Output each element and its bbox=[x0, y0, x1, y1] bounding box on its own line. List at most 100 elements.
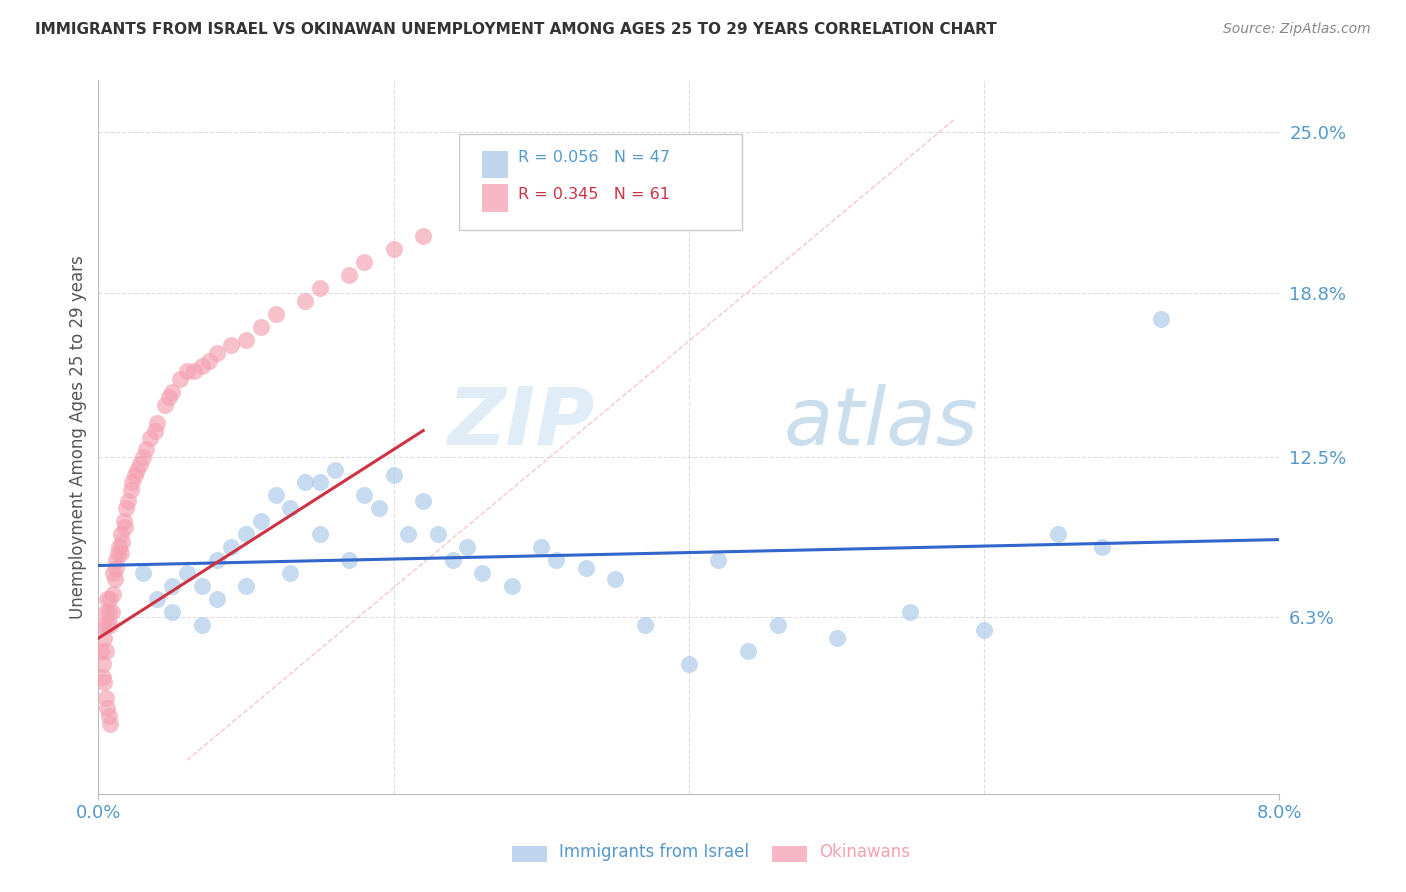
Point bbox=[107, 545, 129, 559]
Point bbox=[110, 527, 132, 541]
Point bbox=[205, 592, 228, 607]
Y-axis label: Unemployment Among Ages 25 to 29 years: Unemployment Among Ages 25 to 29 years bbox=[69, 255, 87, 619]
Text: Immigrants from Israel: Immigrants from Israel bbox=[560, 844, 749, 862]
Point bbox=[115, 501, 138, 516]
Point bbox=[280, 566, 302, 581]
Point bbox=[97, 605, 120, 619]
Point bbox=[900, 605, 922, 619]
Point bbox=[114, 519, 136, 533]
Point bbox=[605, 572, 627, 586]
Point bbox=[471, 566, 494, 581]
Point bbox=[146, 416, 169, 430]
Point bbox=[198, 353, 221, 368]
Point bbox=[105, 553, 128, 567]
Point bbox=[353, 255, 375, 269]
Point bbox=[91, 670, 114, 684]
Point bbox=[96, 618, 118, 632]
Point bbox=[501, 579, 523, 593]
Point bbox=[1046, 527, 1070, 541]
Text: IMMIGRANTS FROM ISRAEL VS OKINAWAN UNEMPLOYMENT AMONG AGES 25 TO 29 YEARS CORREL: IMMIGRANTS FROM ISRAEL VS OKINAWAN UNEMP… bbox=[35, 22, 997, 37]
FancyBboxPatch shape bbox=[458, 134, 742, 230]
Point bbox=[221, 338, 243, 352]
Point bbox=[162, 579, 183, 593]
Point bbox=[205, 345, 228, 359]
Point bbox=[250, 515, 273, 529]
Point bbox=[678, 657, 700, 672]
Point bbox=[575, 561, 598, 575]
Point bbox=[100, 605, 122, 619]
Point bbox=[634, 618, 657, 632]
Point bbox=[264, 488, 287, 502]
Point bbox=[94, 644, 117, 658]
Point bbox=[135, 442, 157, 456]
Point bbox=[91, 618, 114, 632]
Point bbox=[398, 527, 420, 541]
Point bbox=[162, 605, 183, 619]
Point bbox=[235, 333, 257, 347]
Bar bbox=[512, 846, 547, 862]
Point bbox=[103, 587, 125, 601]
Point bbox=[309, 527, 332, 541]
Point bbox=[128, 458, 150, 472]
Point bbox=[191, 618, 214, 632]
Point bbox=[125, 462, 148, 476]
Point bbox=[368, 501, 391, 516]
Point bbox=[191, 579, 214, 593]
Point bbox=[382, 467, 405, 482]
Point bbox=[121, 475, 143, 490]
Point bbox=[191, 359, 214, 373]
Point bbox=[120, 483, 142, 498]
Point bbox=[973, 624, 995, 638]
Point bbox=[264, 307, 287, 321]
Text: ZIP: ZIP bbox=[447, 384, 595, 462]
Point bbox=[111, 535, 134, 549]
Point bbox=[104, 572, 127, 586]
Point bbox=[294, 293, 316, 308]
Point bbox=[546, 553, 568, 567]
Point bbox=[162, 384, 183, 399]
Point bbox=[309, 475, 332, 490]
Point bbox=[93, 631, 115, 645]
Point bbox=[96, 701, 118, 715]
Point bbox=[93, 675, 115, 690]
Point bbox=[457, 541, 479, 555]
Bar bbox=[482, 151, 508, 178]
Point bbox=[176, 566, 198, 581]
Bar bbox=[482, 185, 508, 211]
Point bbox=[309, 281, 332, 295]
Point bbox=[280, 501, 302, 516]
Text: atlas: atlas bbox=[783, 384, 979, 462]
Point bbox=[294, 475, 316, 490]
Point bbox=[707, 553, 730, 567]
Point bbox=[412, 229, 434, 244]
Point bbox=[530, 541, 553, 555]
Point bbox=[176, 364, 198, 378]
Point bbox=[169, 372, 191, 386]
Point bbox=[441, 553, 464, 567]
Point bbox=[97, 709, 120, 723]
Point bbox=[98, 716, 121, 731]
Point bbox=[766, 618, 789, 632]
Text: Source: ZipAtlas.com: Source: ZipAtlas.com bbox=[1223, 22, 1371, 37]
Point bbox=[94, 605, 117, 619]
Point bbox=[90, 644, 112, 658]
Point bbox=[353, 488, 375, 502]
Point bbox=[205, 553, 228, 567]
Point bbox=[124, 467, 146, 482]
Point bbox=[103, 566, 125, 581]
Text: Okinawans: Okinawans bbox=[818, 844, 910, 862]
Point bbox=[382, 242, 405, 256]
Point bbox=[96, 592, 118, 607]
Point bbox=[139, 431, 162, 445]
Point bbox=[132, 450, 155, 464]
Point bbox=[737, 644, 759, 658]
Point bbox=[105, 561, 128, 575]
Point bbox=[825, 631, 848, 645]
Point bbox=[605, 151, 627, 165]
Point bbox=[153, 398, 176, 412]
Point bbox=[108, 541, 131, 555]
Point bbox=[94, 690, 117, 705]
Point bbox=[98, 592, 121, 607]
Point bbox=[146, 592, 169, 607]
Bar bbox=[772, 846, 807, 862]
